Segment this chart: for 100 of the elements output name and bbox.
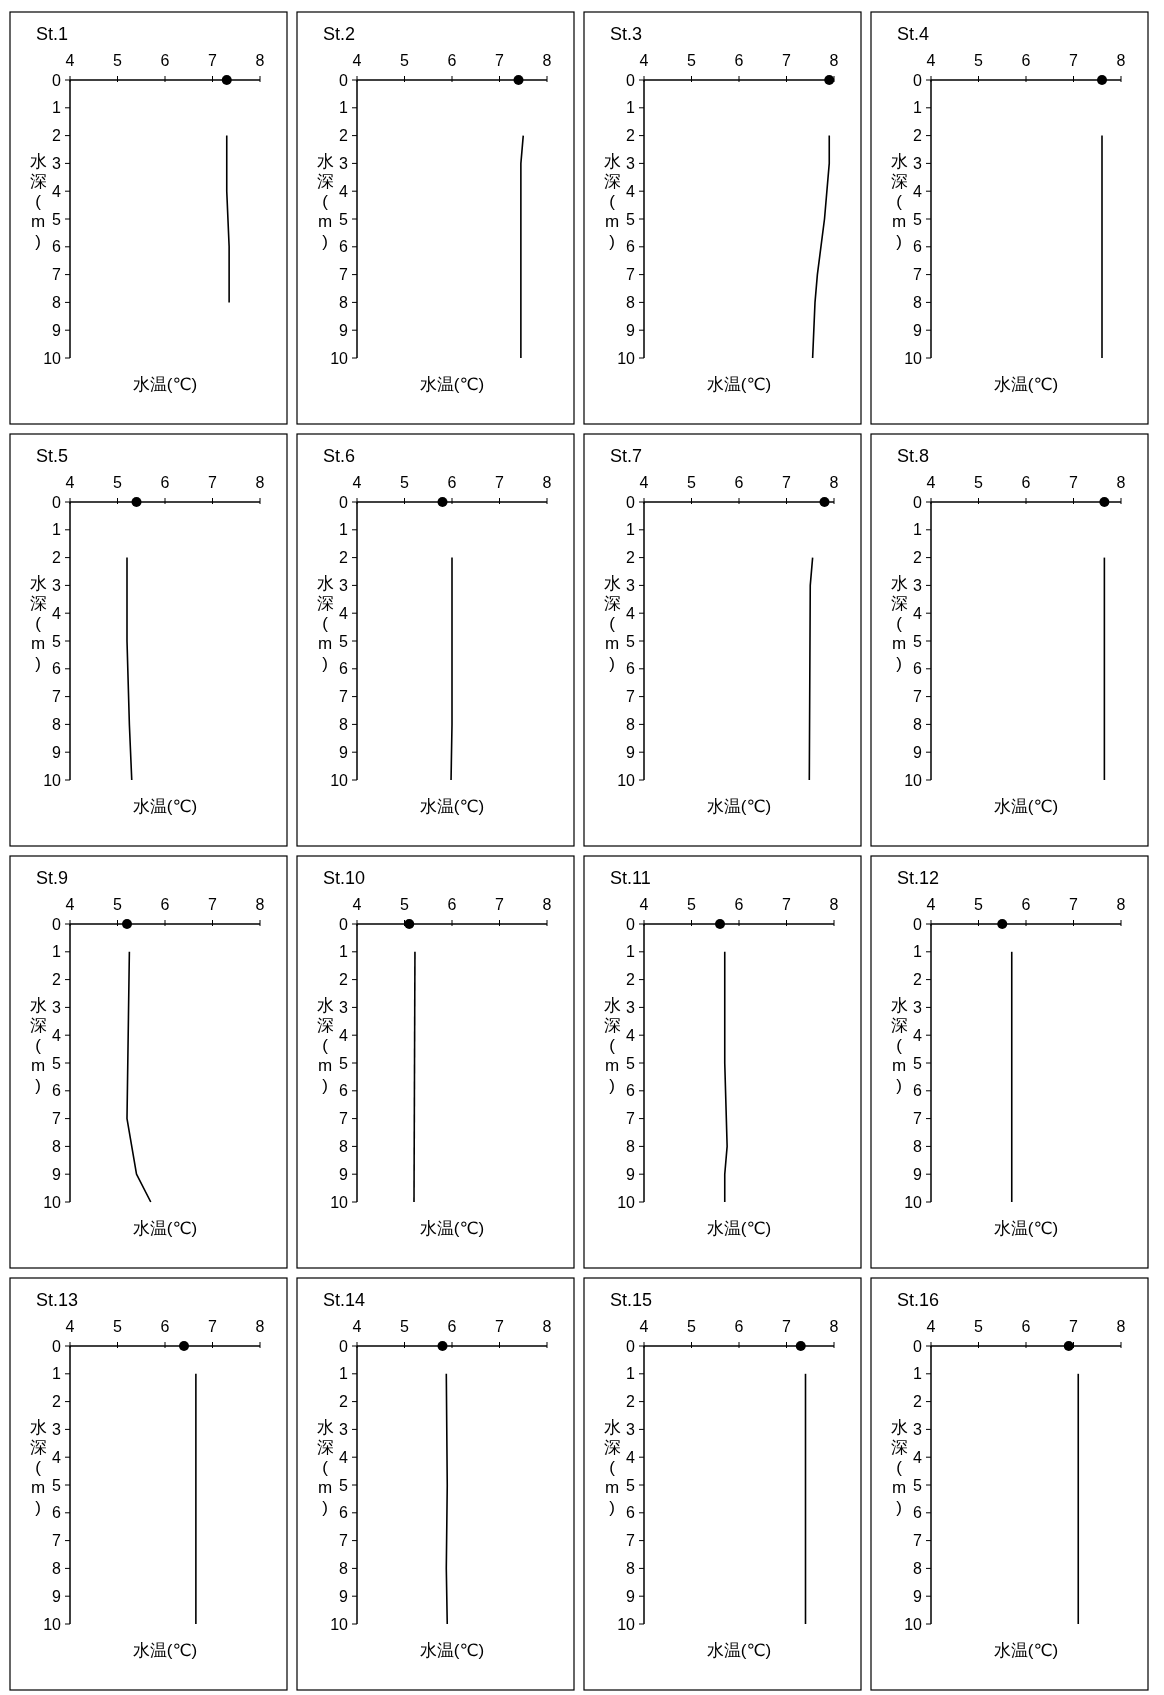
x-tick-label: 6	[1021, 1318, 1031, 1335]
y-tick-label: 9	[626, 1587, 636, 1605]
y-tick-label: 2	[626, 971, 636, 989]
y-tick-label: 10	[43, 1193, 62, 1211]
y-tick-label: 7	[913, 688, 923, 706]
x-tick-label: 8	[255, 896, 265, 913]
y-axis-title: 水深(m)	[316, 996, 334, 1095]
y-tick-label: 8	[626, 716, 636, 733]
y-tick-label: 1	[626, 1365, 636, 1383]
y-tick-label: 6	[913, 238, 923, 256]
y-tick-label: 3	[913, 577, 923, 594]
y-tick-label: 2	[52, 971, 62, 989]
x-axis-title: 水温(℃)	[419, 1219, 485, 1238]
y-tick-label: 2	[339, 549, 349, 567]
y-tick-label: 4	[626, 604, 636, 622]
chart-title: St.4	[897, 24, 930, 44]
y-tick-label: 3	[913, 999, 923, 1016]
x-tick-label: 4	[926, 474, 936, 491]
x-tick-label: 8	[542, 52, 552, 69]
y-tick-label: 2	[913, 127, 923, 145]
y-tick-label: 3	[339, 1421, 349, 1438]
x-tick-label: 4	[639, 896, 649, 913]
y-tick-label: 4	[339, 1448, 349, 1466]
y-tick-label: 8	[626, 294, 636, 311]
x-tick-label: 7	[782, 52, 792, 69]
y-tick-label: 0	[339, 1337, 349, 1355]
x-tick-label: 7	[782, 896, 792, 913]
y-tick-label: 10	[617, 1193, 636, 1211]
y-tick-label: 9	[626, 743, 636, 761]
chart-title: St.13	[36, 1290, 79, 1310]
x-tick-label: 4	[639, 474, 649, 491]
y-tick-label: 10	[904, 349, 923, 367]
x-tick-label: 6	[734, 1318, 744, 1335]
y-axis-title: 水深(m)	[603, 996, 621, 1095]
y-tick-label: 4	[52, 604, 62, 622]
y-tick-label: 10	[43, 349, 62, 367]
y-tick-label: 10	[330, 1193, 349, 1211]
y-tick-label: 2	[913, 549, 923, 567]
y-tick-label: 1	[626, 943, 636, 961]
y-tick-label: 3	[626, 577, 636, 594]
y-tick-label: 9	[339, 321, 349, 339]
y-tick-label: 1	[339, 521, 349, 539]
y-tick-label: 0	[913, 1337, 923, 1355]
x-tick-label: 8	[829, 474, 839, 491]
y-tick-label: 6	[339, 1504, 349, 1522]
y-tick-label: 0	[339, 493, 349, 511]
x-tick-label: 6	[734, 896, 744, 913]
y-tick-label: 9	[913, 321, 923, 339]
x-tick-label: 8	[1116, 52, 1126, 69]
y-tick-label: 8	[339, 1138, 349, 1155]
y-tick-label: 8	[52, 1138, 62, 1155]
y-tick-label: 5	[339, 1476, 349, 1494]
x-tick-label: 6	[1021, 474, 1031, 491]
y-tick-label: 1	[339, 943, 349, 961]
y-tick-label: 6	[52, 1082, 62, 1100]
y-tick-label: 10	[330, 349, 349, 367]
x-tick-label: 5	[400, 474, 410, 491]
y-tick-label: 9	[52, 321, 62, 339]
x-tick-label: 6	[734, 474, 744, 491]
line-series	[126, 556, 133, 781]
x-tick-label: 8	[1116, 896, 1126, 913]
x-axis-title: 水温(℃)	[132, 375, 198, 394]
x-tick-label: 4	[926, 1318, 936, 1335]
y-tick-label: 3	[52, 577, 62, 594]
y-tick-label: 7	[339, 1110, 349, 1128]
y-tick-label: 3	[339, 155, 349, 172]
y-tick-label: 1	[913, 1365, 923, 1383]
y-tick-label: 7	[52, 266, 62, 284]
y-tick-label: 4	[626, 1448, 636, 1466]
y-tick-label: 7	[339, 1532, 349, 1550]
x-tick-label: 5	[113, 474, 123, 491]
y-tick-label: 1	[913, 521, 923, 539]
chart-title: St.2	[323, 24, 356, 44]
y-tick-label: 5	[626, 1054, 636, 1072]
x-axis-title: 水温(℃)	[706, 1219, 772, 1238]
y-tick-label: 0	[339, 71, 349, 89]
y-tick-label: 3	[52, 1421, 62, 1438]
x-tick-label: 8	[542, 1318, 552, 1335]
y-tick-label: 5	[913, 210, 923, 228]
y-tick-label: 2	[339, 127, 349, 145]
y-tick-label: 8	[339, 716, 349, 733]
y-tick-label: 1	[52, 1365, 62, 1383]
y-tick-label: 8	[339, 1560, 349, 1577]
y-tick-label: 0	[626, 493, 636, 511]
y-tick-label: 10	[330, 1615, 349, 1633]
x-axis-title: 水温(℃)	[993, 375, 1059, 394]
x-tick-label: 8	[829, 52, 839, 69]
chart-title: St.9	[36, 868, 69, 888]
y-tick-label: 2	[339, 971, 349, 989]
y-tick-label: 9	[52, 743, 62, 761]
y-tick-label: 5	[626, 632, 636, 650]
y-tick-label: 7	[339, 266, 349, 284]
y-tick-label: 6	[52, 238, 62, 256]
y-tick-label: 10	[330, 771, 349, 789]
line-series	[445, 1373, 449, 1625]
line-series	[126, 951, 152, 1203]
x-tick-label: 6	[447, 474, 457, 491]
y-tick-label: 4	[913, 604, 923, 622]
y-tick-label: 0	[339, 915, 349, 933]
y-tick-label: 6	[52, 1504, 62, 1522]
